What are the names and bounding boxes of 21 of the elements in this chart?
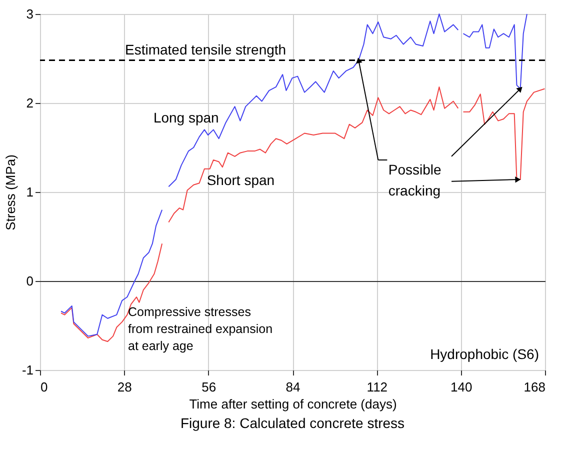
ref-line-label: Estimated tensile strength	[125, 41, 286, 58]
x-tick-label: 0	[40, 380, 48, 394]
series-label: Short span	[206, 172, 275, 188]
x-tick-label: 56	[202, 380, 216, 394]
y-tick-label: 2	[26, 96, 34, 110]
annotation: Possible cracking	[388, 162, 442, 199]
y-tick-label: 3	[26, 6, 34, 22]
x-tick-label: 140	[450, 380, 472, 394]
x-tick-label: 168	[524, 380, 546, 394]
y-tick-label: 1	[26, 184, 34, 200]
y-axis-title: Stress (MPa)	[2, 154, 18, 230]
x-tick-label: 84	[286, 380, 300, 394]
caption: Figure 8: Calculated concrete stress	[180, 415, 405, 431]
annotation: Hydrophobic (S6)	[430, 346, 539, 362]
y-tick-label: -1	[22, 362, 34, 378]
x-tick-label: 28	[117, 380, 132, 394]
x-tick-label: 112	[366, 380, 388, 394]
annotation: Compressive stresses from restrained expansion at early age	[128, 305, 273, 353]
x-axis-title: Time after setting of concrete (days)	[189, 396, 397, 412]
series-label: Long span	[153, 110, 219, 126]
y-tick-label: 0	[26, 274, 34, 288]
